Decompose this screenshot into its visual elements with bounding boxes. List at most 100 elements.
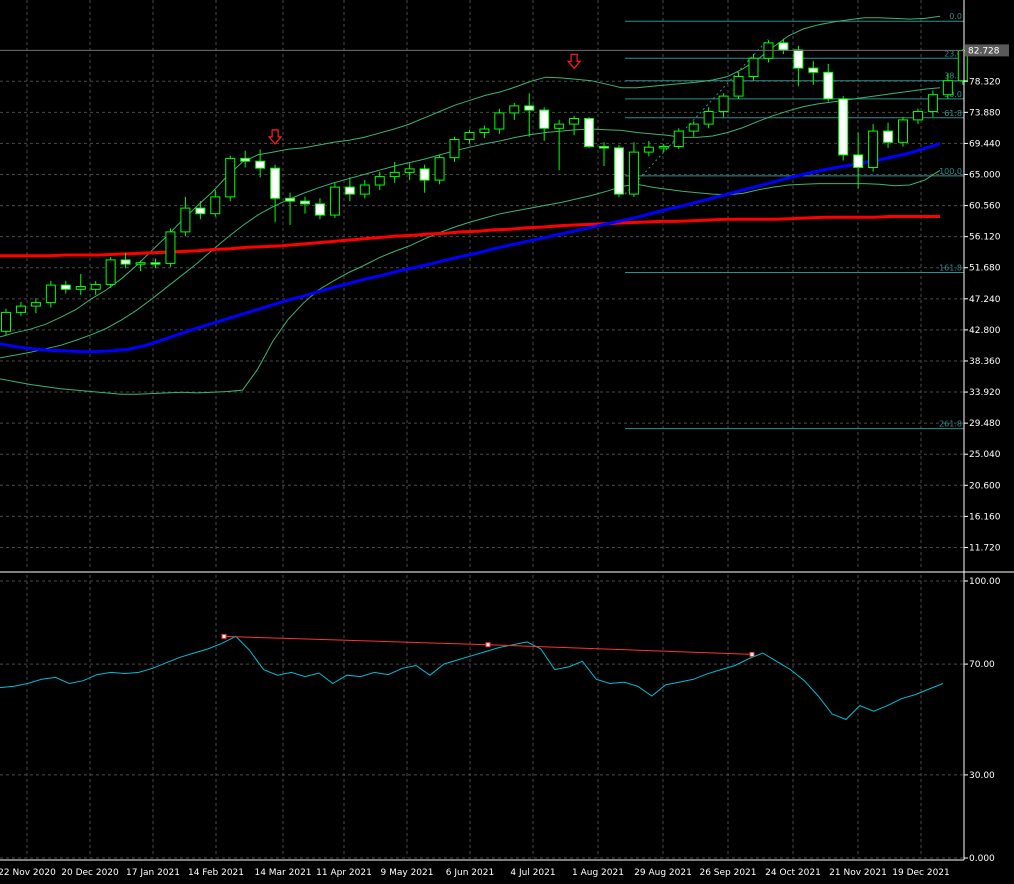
date-tick-label: 9 May 2021 <box>381 868 434 878</box>
bullish-candle <box>434 157 445 181</box>
bullish-candle <box>703 111 714 125</box>
bullish-candle <box>75 286 86 290</box>
moving-average-line <box>0 215 940 258</box>
fib-level-label: 38.2 <box>944 72 962 81</box>
bearish-candle <box>584 118 595 147</box>
bullish-candle <box>45 284 56 304</box>
price-tick-label: 42.800 <box>969 326 1001 336</box>
bearish-candle <box>808 67 819 73</box>
bearish-candle <box>60 284 71 290</box>
divergence-point <box>485 642 491 648</box>
oscillator-tick-label: 0.000 <box>969 854 995 864</box>
price-tick-label: 51.680 <box>969 264 1001 274</box>
current-price-label: 82.728 <box>968 46 1000 56</box>
date-tick-label: 26 Sep 2021 <box>699 868 756 878</box>
date-tick-label: 11 Apr 2021 <box>316 868 372 878</box>
bearish-candle <box>419 168 430 181</box>
date-tick-label: 20 Dec 2020 <box>61 868 119 878</box>
date-tick-label: 22 Nov 2020 <box>0 868 56 878</box>
bullish-candle <box>165 231 176 264</box>
bullish-candle <box>210 196 221 215</box>
price-tick-label: 33.920 <box>969 388 1001 398</box>
bullish-candle <box>898 119 908 143</box>
bullish-candle <box>90 283 101 290</box>
price-tick-label: 56.120 <box>969 233 1001 243</box>
bearish-candle <box>240 157 251 162</box>
date-tick-label: 19 Dec 2021 <box>892 868 950 878</box>
bullish-candle <box>1 311 11 332</box>
bullish-candle <box>733 76 744 97</box>
bullish-candle <box>449 139 460 159</box>
bearish-candle <box>285 197 296 202</box>
oscillator-panel <box>0 633 944 721</box>
bullish-candle <box>15 305 26 313</box>
price-tick-label: 78.320 <box>969 77 1001 87</box>
bullish-candle <box>494 112 505 130</box>
date-tick-label: 6 Jun 2021 <box>446 868 494 878</box>
bearish-candle <box>120 259 131 265</box>
bearish-candle <box>539 109 550 129</box>
bearish-candle <box>853 154 864 168</box>
bullish-candle <box>180 207 191 233</box>
date-tick-label: 17 Jan 2021 <box>126 868 180 878</box>
fib-trend-line <box>624 39 769 195</box>
fib-level-label: 0.0 <box>949 12 962 21</box>
fib-level-label: 61.8 <box>944 109 962 118</box>
bollinger-lower-line <box>0 169 941 395</box>
bullish-candle <box>359 184 370 195</box>
price-tick-label: 69.440 <box>969 139 1001 149</box>
date-tick-label: 14 Feb 2021 <box>188 868 244 878</box>
bullish-candle <box>628 151 639 195</box>
bearish-candle <box>300 200 310 205</box>
fib-level-label: 23.6 <box>944 49 962 58</box>
bearish-candle <box>883 130 894 143</box>
bullish-candle <box>329 186 340 216</box>
bullish-candle <box>554 123 565 129</box>
bullish-candle <box>912 111 923 121</box>
bullish-candle <box>404 168 415 173</box>
fib-level-label: 161.8 <box>939 264 962 273</box>
bullish-candle <box>225 157 236 198</box>
bullish-candle <box>688 123 699 132</box>
bullish-candle <box>464 132 475 140</box>
bullish-candle <box>942 80 953 96</box>
bullish-candle <box>868 130 879 169</box>
bullish-candle <box>643 146 654 153</box>
fib-level-label: 100.0 <box>939 167 962 176</box>
bullish-candle <box>374 176 385 186</box>
fib-level-label: 261.8 <box>939 420 962 429</box>
bullish-candle <box>30 302 41 307</box>
price-tick-label: 73.880 <box>969 108 1001 118</box>
date-tick-label: 29 Aug 2021 <box>634 868 692 878</box>
price-tick-label: 65.000 <box>969 171 1001 181</box>
date-tick-label: 4 Jul 2021 <box>510 868 555 878</box>
moving-averages <box>0 142 941 354</box>
fib-level-label: 50.0 <box>944 90 962 99</box>
bearish-candle <box>150 262 161 265</box>
sell-signal-arrow-icon <box>267 129 283 145</box>
divergence-point <box>749 651 755 657</box>
bullish-candle <box>569 118 580 125</box>
bearish-candle <box>838 98 849 156</box>
price-tick-label: 60.560 <box>969 202 1001 212</box>
bullish-candle <box>748 57 759 77</box>
price-tick-label: 20.600 <box>969 481 1001 491</box>
price-tick-label: 47.240 <box>969 295 1001 305</box>
bollinger-middle-line <box>0 87 941 359</box>
bullish-candle <box>673 130 684 148</box>
bullish-candle <box>658 146 669 149</box>
current-price-tag <box>965 44 1009 57</box>
bearish-candle <box>344 186 355 195</box>
price-tick-label: 29.480 <box>969 419 1001 429</box>
date-tick-label: 14 Mar 2021 <box>254 868 311 878</box>
bullish-candle <box>718 95 729 112</box>
moving-average-line <box>0 142 941 354</box>
date-tick-label: 24 Oct 2021 <box>765 868 821 878</box>
signal-arrows <box>267 53 582 145</box>
price-tick-label: 25.040 <box>969 450 1001 460</box>
bullish-candle <box>389 171 400 178</box>
bearish-candle <box>524 105 535 111</box>
date-tick-label: 1 Aug 2021 <box>572 868 624 878</box>
